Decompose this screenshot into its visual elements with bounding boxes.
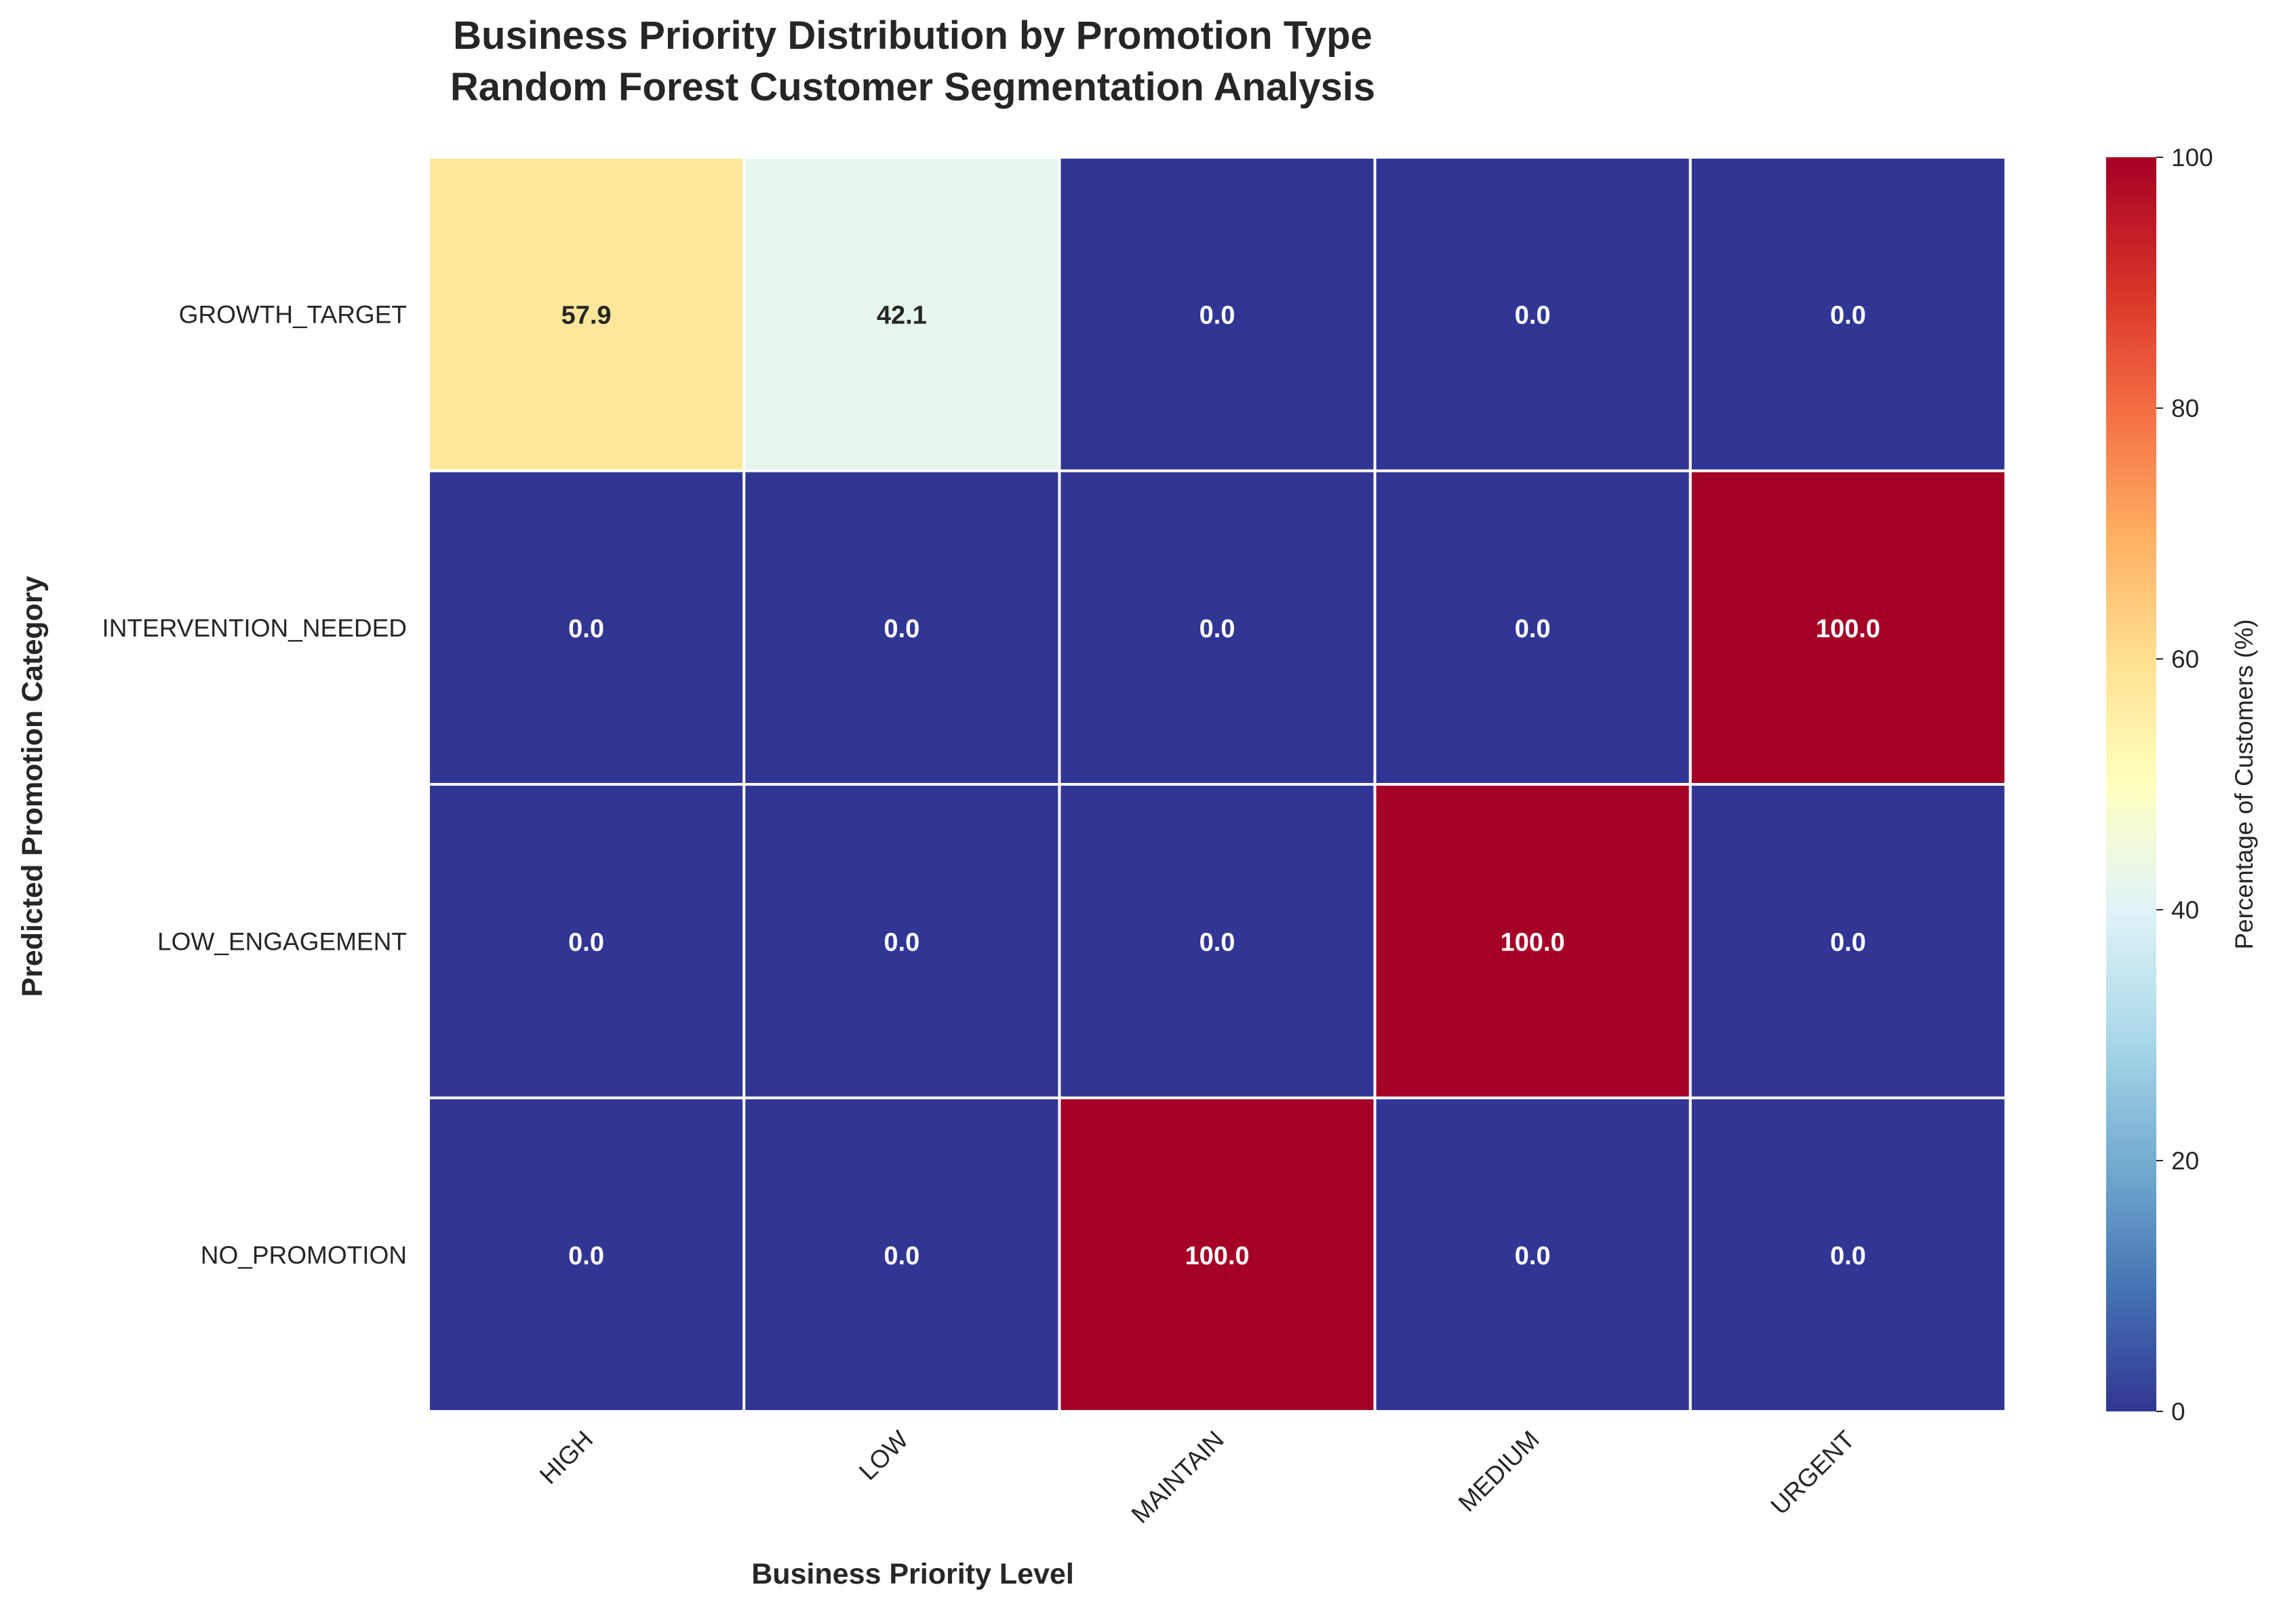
colorbar-tick-label: 100: [2171, 144, 2213, 172]
cell-value-label: 0.0: [884, 1242, 919, 1270]
cell-value-label: 0.0: [1830, 301, 1866, 329]
heatmap-cell: [1688, 156, 2008, 473]
heatmap-cell: [1058, 156, 1377, 473]
heatmap-cell: [1688, 783, 2008, 1100]
cell-value-label: 0.0: [1515, 301, 1551, 329]
heatmap-cell: [743, 783, 1061, 1100]
cell-value-label: 0.0: [1830, 928, 1866, 957]
colorbar-tick-label: 0: [2171, 1398, 2185, 1426]
cell-value-label: 0.0: [1515, 1242, 1551, 1270]
colorbar-label: Percentage of Customers (%): [2230, 619, 2258, 949]
y-tick-label: INTERVENTION_NEEDED: [102, 614, 407, 642]
heatmap-cell: [743, 156, 1061, 473]
cell-value-label: 0.0: [1515, 615, 1551, 643]
heatmap-cell: [427, 469, 746, 786]
colorbar-tick-label: 20: [2171, 1147, 2199, 1175]
chart-subtitle: Random Forest Customer Segmentation Anal…: [450, 65, 1375, 109]
y-tick-label: LOW_ENGAGEMENT: [157, 927, 407, 955]
x-axis-label: Business Priority Level: [751, 1558, 1074, 1590]
cell-value-label: 0.0: [1200, 301, 1235, 329]
y-tick-label: GROWTH_TARGET: [179, 300, 407, 328]
heatmap-cell: [1058, 469, 1377, 786]
heatmap-cell-labels: 57.9 42.1 0.0 0.0 0.0 0.0 0.0 0.0 0.0 100.0 0.0 0.0…: [561, 301, 1880, 1270]
cell-value-label: 0.0: [1830, 1242, 1866, 1270]
colorbar-tick-label: 40: [2171, 896, 2199, 924]
colorbar: [2106, 157, 2156, 1411]
cell-value-label: 0.0: [1200, 928, 1235, 957]
colorbar-tick-label: 80: [2171, 395, 2199, 422]
x-tick-label: MEDIUM: [1453, 1426, 1545, 1517]
heatmap-cell: [1373, 783, 1692, 1100]
cell-value-label: 0.0: [1200, 615, 1235, 643]
colorbar-tick-label: 60: [2171, 645, 2199, 673]
cell-value-label: 42.1: [877, 301, 927, 329]
chart-title: Business Priority Distribution by Promot…: [453, 14, 1372, 58]
heatmap-cell: [1058, 783, 1377, 1100]
x-tick-label: URGENT: [1766, 1426, 1860, 1520]
y-tick-label: NO_PROMOTION: [201, 1241, 407, 1269]
heatmap-cell: [743, 1096, 1061, 1413]
cell-value-label: 0.0: [568, 615, 604, 643]
cell-value-label: 100.0: [1501, 928, 1565, 957]
heatmap-cell: [427, 1096, 746, 1413]
heatmap-cells: [427, 156, 2008, 1413]
x-tick-label: LOW: [854, 1426, 914, 1486]
heatmap-cell: [1058, 1096, 1377, 1413]
heatmap-cell: [1373, 156, 1692, 473]
colorbar-ticks: 0 20 40 60 80 100: [2156, 144, 2213, 1426]
x-tick-label: HIGH: [534, 1426, 598, 1489]
cell-value-label: 0.0: [884, 615, 919, 643]
heatmap-cell: [1373, 1096, 1692, 1413]
cell-value-label: 0.0: [568, 928, 604, 957]
x-tick-label: MAINTAIN: [1126, 1426, 1229, 1529]
y-tick-labels: GROWTH_TARGET INTERVENTION_NEEDED LOW_ENGA…: [102, 300, 407, 1269]
heatmap-cell: [427, 156, 746, 473]
cell-value-label: 57.9: [561, 301, 612, 329]
y-axis-label: Predicted Promotion Category: [16, 576, 49, 997]
cell-value-label: 100.0: [1816, 615, 1880, 643]
heatmap-cell: [1688, 1096, 2008, 1413]
cell-value-label: 100.0: [1185, 1242, 1249, 1270]
x-tick-labels: HIGH LOW MAINTAIN MEDIUM URGENT: [534, 1426, 1860, 1529]
cell-value-label: 0.0: [884, 928, 919, 957]
heatmap-cell: [1688, 469, 2008, 786]
cell-value-label: 0.0: [568, 1242, 604, 1270]
